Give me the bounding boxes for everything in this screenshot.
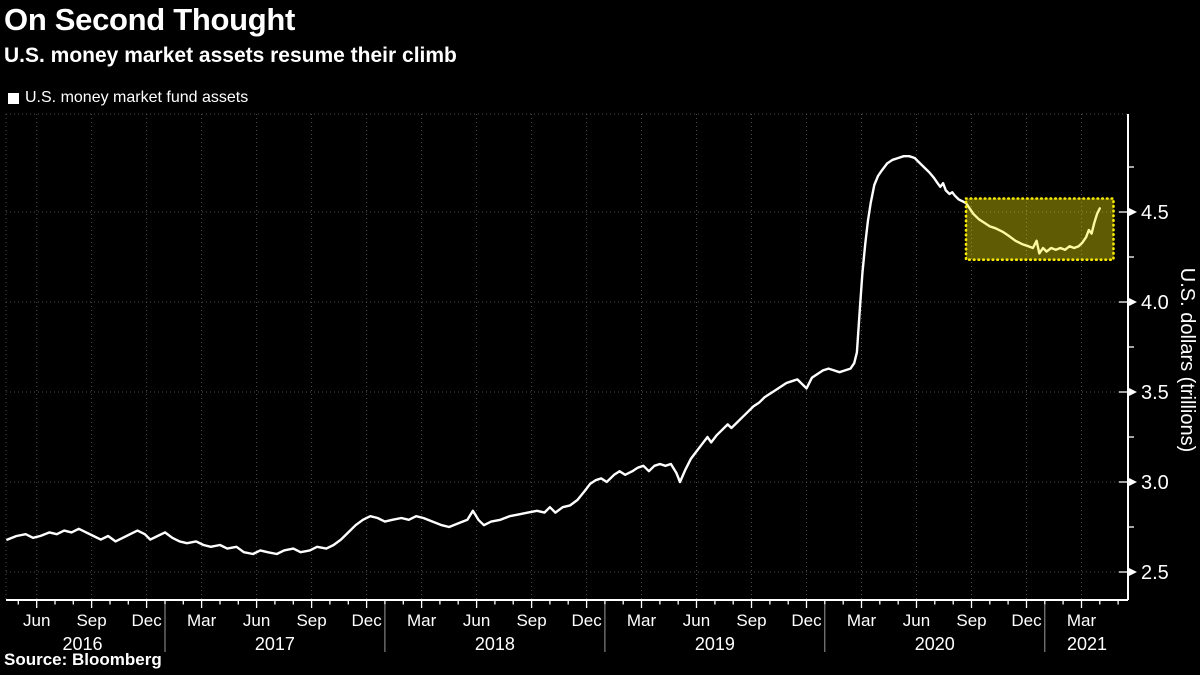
x-axis-labels: Jun Sep Dec Mar Jun Sep Dec Mar Jun Sep Dec Mar Jun S…	[23, 611, 1107, 654]
y-tick-arrow-icon	[1128, 567, 1137, 577]
axes	[6, 114, 1129, 601]
x-tick-label: Mar	[847, 611, 877, 630]
x-tick-label: Jun	[243, 611, 270, 630]
y-axis-title: U.S. dollars (trillions)	[1176, 268, 1198, 452]
y-tick-arrow-icon	[1128, 387, 1137, 397]
x-tick-label: Sep	[956, 611, 986, 630]
legend-marker-icon	[8, 92, 19, 104]
year-label: 2017	[255, 634, 295, 654]
x-tick-label: Mar	[187, 611, 217, 630]
x-tick-label: Mar	[407, 611, 437, 630]
x-tick-label: Dec	[351, 611, 382, 630]
x-tick-label: Dec	[1011, 611, 1042, 630]
x-tick-label: Mar	[627, 611, 657, 630]
x-tick-label: Dec	[571, 611, 602, 630]
y-tick-arrow-icon	[1128, 477, 1137, 487]
x-tick-label: Sep	[296, 611, 326, 630]
year-dividers	[164, 604, 1046, 652]
highlight-box	[964, 197, 1115, 262]
x-tick-label: Dec	[791, 611, 822, 630]
source-label: Source: Bloomberg	[4, 650, 162, 669]
y-tick-label: 4.0	[1141, 292, 1169, 314]
chart-title: On Second Thought	[4, 2, 296, 37]
x-tick-label: Jun	[463, 611, 490, 630]
y-tick-arrow-icon	[1128, 297, 1137, 307]
legend-label: U.S. money market fund assets	[25, 89, 249, 106]
y-tick-label: 4.5	[1141, 202, 1169, 224]
y-tick-label: 3.0	[1141, 472, 1169, 494]
y-tick-arrow-icon	[1128, 207, 1137, 217]
y-ticks: 2.5 3.0 3.5 4.0 4.5	[1119, 166, 1169, 584]
x-tick-label: Mar	[1067, 611, 1097, 630]
x-tick-label: Jun	[23, 611, 50, 630]
year-label: 2019	[695, 634, 735, 654]
year-label: 2021	[1067, 634, 1107, 654]
y-tick-label: 3.5	[1141, 382, 1169, 404]
series-line-money-market-assets	[6, 154, 1102, 556]
x-tick-label: Sep	[76, 611, 106, 630]
x-ticks	[17, 600, 1119, 608]
year-label: 2018	[475, 634, 515, 654]
year-label: 2020	[915, 634, 955, 654]
x-tick-label: Jun	[903, 611, 930, 630]
x-tick-label: Dec	[131, 611, 162, 630]
year-label: 2016	[62, 634, 102, 654]
x-tick-label: Sep	[516, 611, 546, 630]
y-tick-label: 2.5	[1141, 562, 1169, 584]
chart-subtitle: U.S. money market assets resume their cl…	[4, 44, 457, 67]
gridlines	[5, 113, 1128, 600]
x-tick-label: Jun	[683, 611, 710, 630]
legend: U.S. money market fund assets	[8, 89, 248, 107]
x-tick-label: Sep	[736, 611, 766, 630]
